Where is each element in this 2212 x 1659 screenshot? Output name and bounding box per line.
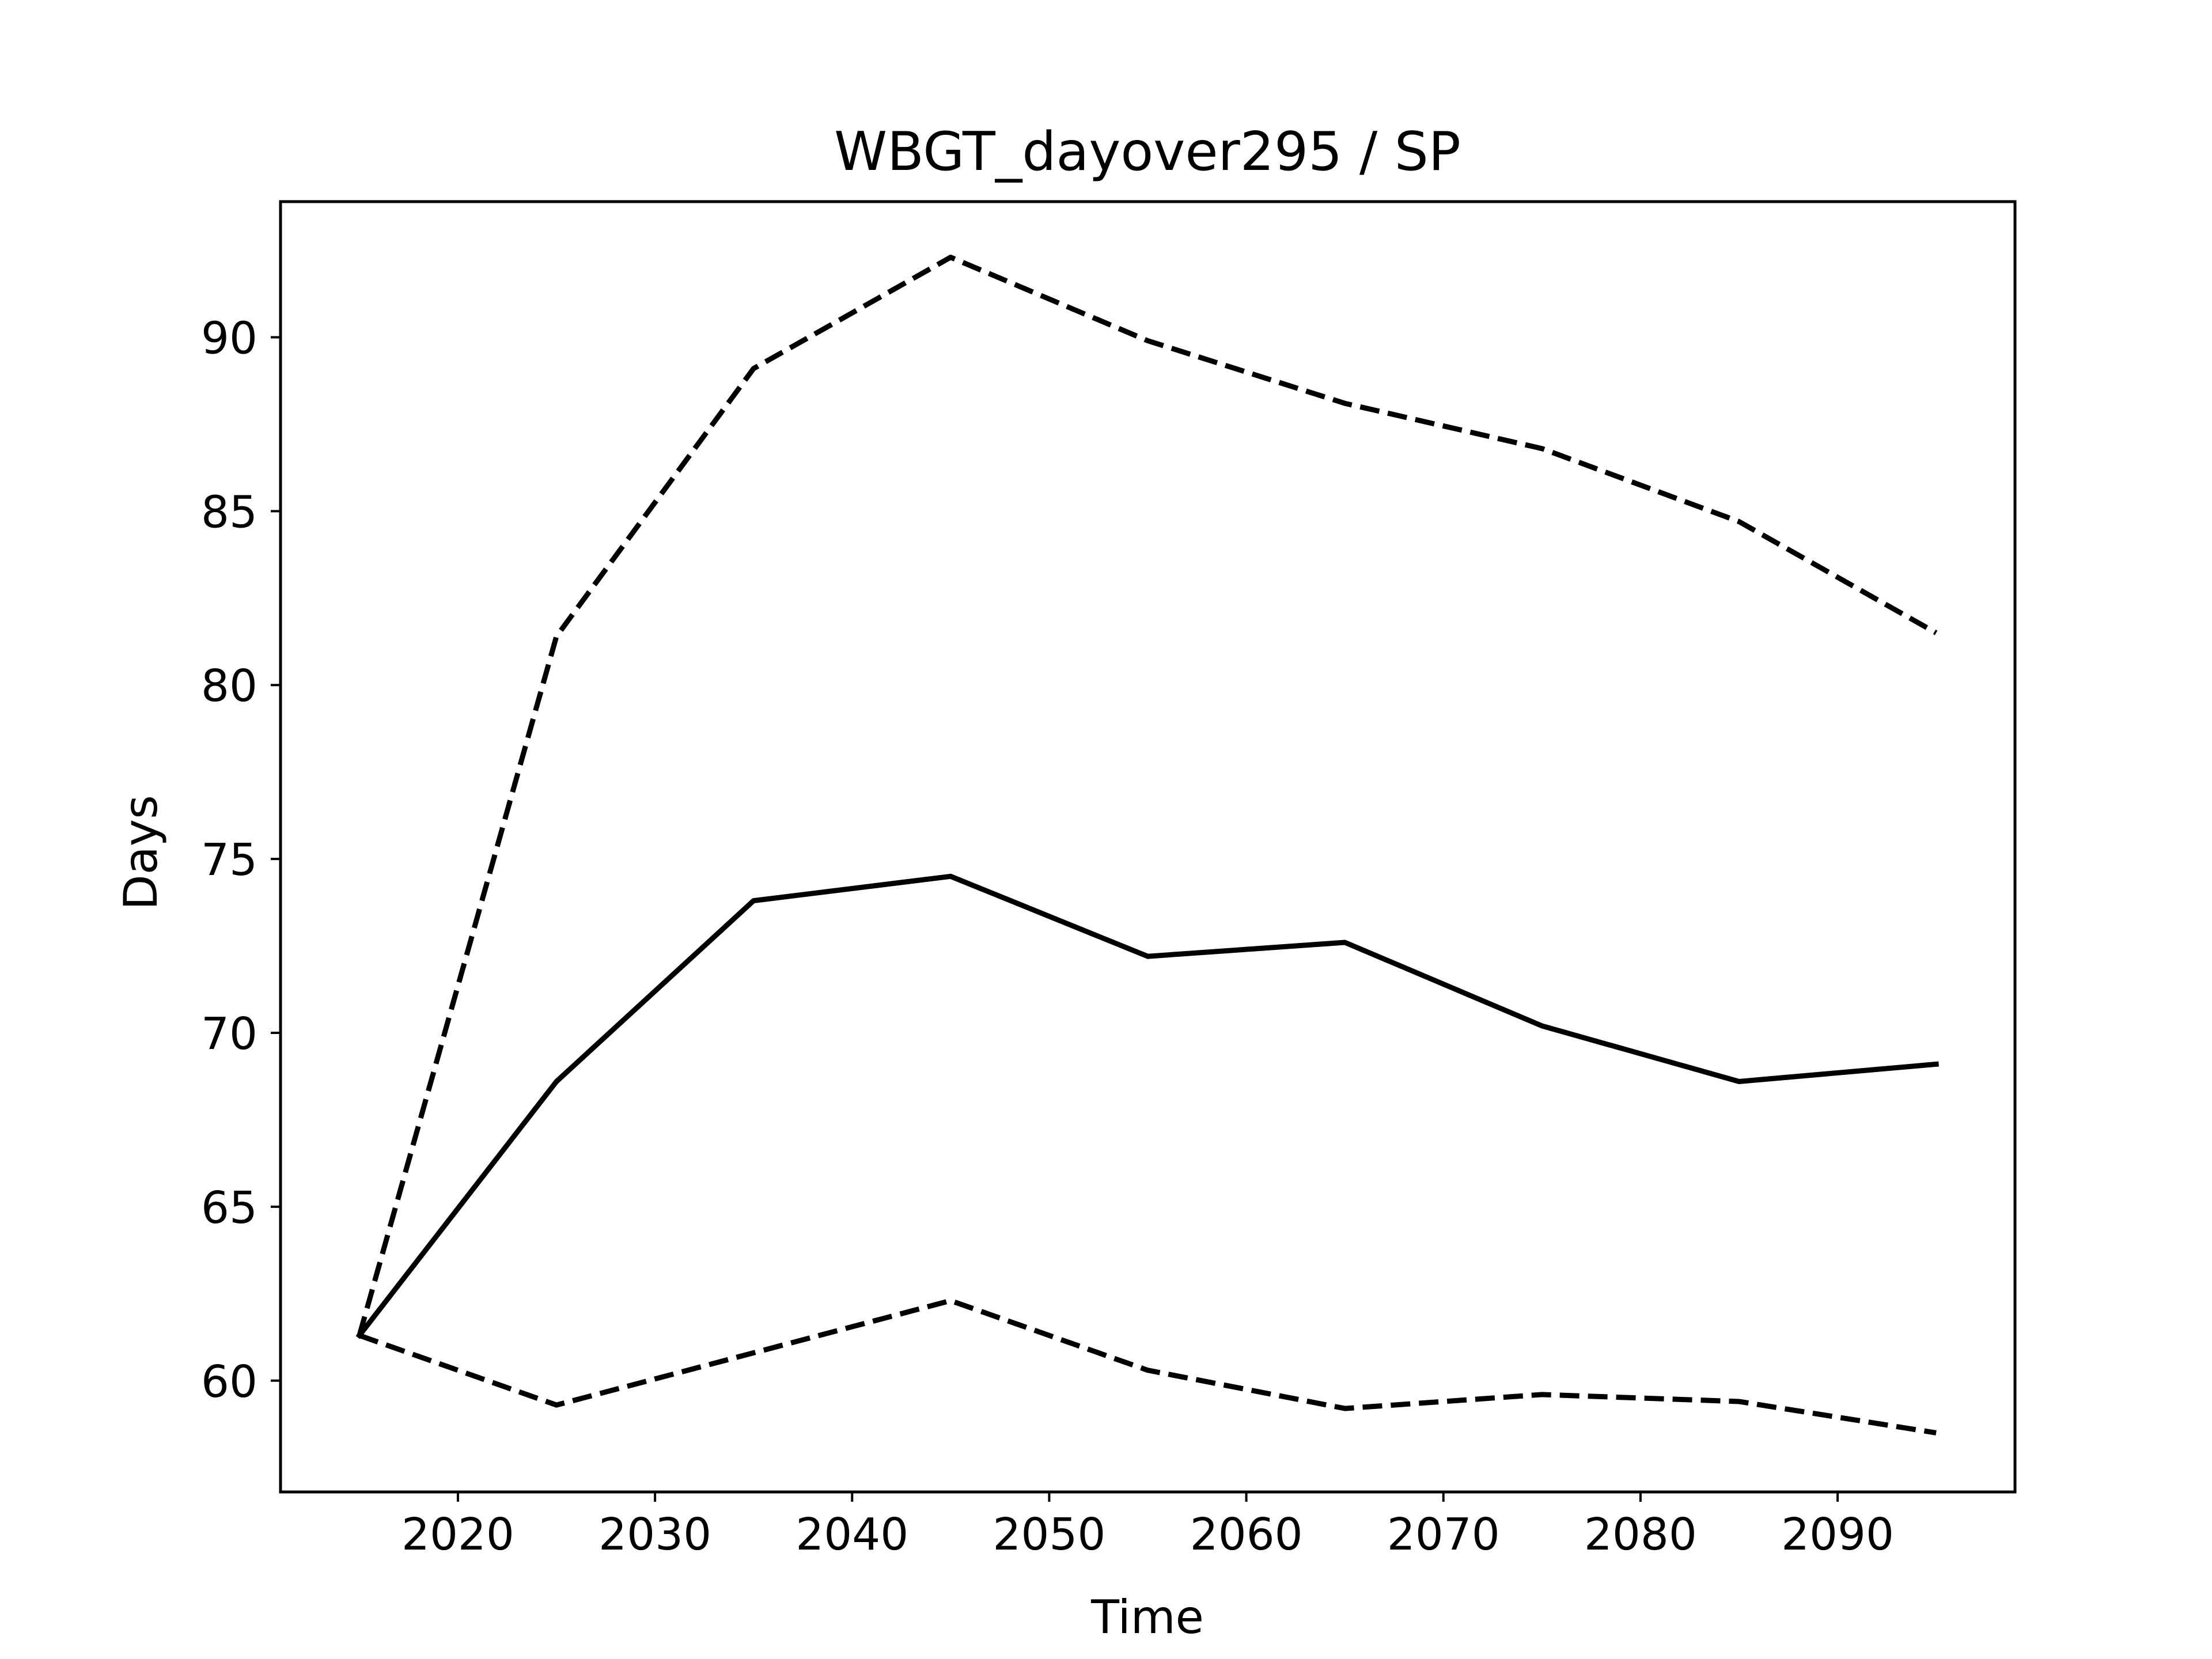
x-tick-label: 2020	[402, 1509, 514, 1560]
y-tick-label: 75	[201, 835, 257, 886]
x-axis-ticks: 2020 2030 2040 2050 2060 2070 2080 2090	[402, 1492, 1894, 1560]
plot-area	[355, 255, 1939, 1435]
y-tick-label: 65	[201, 1183, 257, 1234]
chart-title: WBGT_dayover295 / SP	[834, 120, 1461, 183]
series-line-mean	[355, 873, 1939, 1339]
x-tick-label: 2090	[1781, 1509, 1894, 1560]
y-tick-label: 85	[201, 487, 257, 538]
plot-frame	[279, 200, 2017, 1494]
x-tick-label: 2030	[599, 1509, 711, 1560]
x-tick-label: 2080	[1584, 1509, 1697, 1560]
y-tick-label: 90	[201, 313, 257, 364]
y-axis-ticks: 60 65 70 75 80 85 90	[201, 313, 281, 1408]
series-line-lower	[358, 1298, 1937, 1435]
y-tick-label: 70	[201, 1009, 257, 1060]
series-line-upper	[357, 255, 1938, 1336]
x-tick-label: 2050	[993, 1509, 1105, 1560]
y-tick-label: 80	[201, 661, 257, 712]
x-tick-label: 2070	[1387, 1509, 1500, 1560]
x-tick-label: 2060	[1190, 1509, 1303, 1560]
y-axis-label: Days	[114, 795, 168, 910]
x-axis-label: Time	[1090, 1590, 1204, 1644]
y-tick-label: 60	[201, 1357, 257, 1408]
x-tick-label: 2040	[796, 1509, 908, 1560]
